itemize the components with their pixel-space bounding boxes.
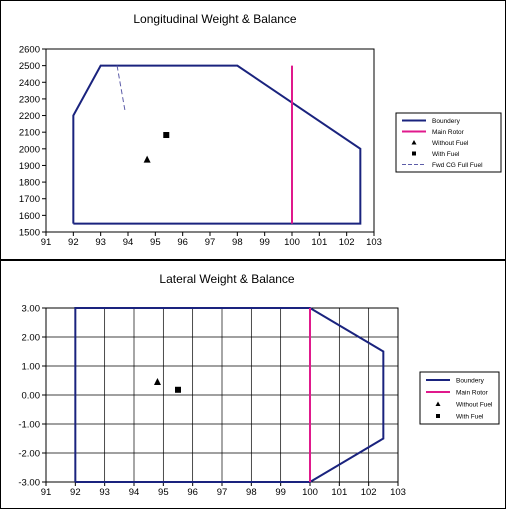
x-tick-label: 92 — [68, 237, 79, 248]
x-tick-label: 103 — [366, 237, 382, 248]
x-tick-label: 96 — [177, 237, 188, 248]
y-tick-label: 2.00 — [22, 333, 41, 344]
legend-label: With Fuel — [456, 414, 484, 421]
y-tick-label: -3.00 — [18, 478, 40, 489]
x-tick-label: 98 — [232, 237, 243, 248]
x-tick-label: 98 — [246, 487, 257, 498]
x-tick-label: 91 — [41, 237, 52, 248]
series-with-fuel-point — [163, 132, 170, 139]
y-tick-label: 2000 — [19, 144, 40, 155]
x-tick-label: 91 — [41, 487, 52, 498]
series-without-fuel-point — [153, 377, 161, 385]
x-tick-label: 100 — [284, 237, 300, 248]
legend-label: Main Rotor — [456, 390, 489, 397]
series-without-fuel-point — [143, 155, 151, 163]
legend-label: Fwd CG Full Fuel — [432, 162, 483, 169]
y-tick-label: 2100 — [19, 128, 40, 139]
legend-swatch — [411, 140, 417, 145]
y-tick-label: 2200 — [19, 111, 40, 122]
x-tick-label: 103 — [390, 487, 406, 498]
y-tick-label: -2.00 — [18, 449, 40, 460]
x-tick-label: 95 — [158, 487, 169, 498]
x-tick-label: 92 — [70, 487, 81, 498]
legend-swatch — [436, 414, 440, 418]
legend-swatch — [435, 401, 441, 406]
legend-label: Without Fuel — [456, 402, 493, 409]
x-tick-label: 99 — [259, 237, 270, 248]
y-tick-label: 1500 — [19, 228, 40, 239]
y-tick-label: 1600 — [19, 211, 40, 222]
lateral-chart: Lateral Weight & Balance 91 92 93 94 95 96 97 98… — [18, 272, 500, 498]
y-tick-label: 2600 — [19, 45, 40, 56]
x-tick-label: 94 — [129, 487, 140, 498]
chart-divider — [1, 259, 505, 261]
x-tick-label: 96 — [187, 487, 198, 498]
chart-title: Lateral Weight & Balance — [159, 272, 295, 286]
y-tick-label: 1.00 — [22, 362, 41, 373]
legend-label: Main Rotor — [432, 129, 465, 136]
longitudinal-chart: Longitudinal Weight & Balance 91 92 93 94 95 9… — [19, 12, 502, 248]
x-tick-label: 97 — [217, 487, 228, 498]
series-boundery-line — [72, 64, 362, 225]
series-with-fuel-point — [175, 386, 181, 393]
y-tick-label: 1900 — [19, 161, 40, 172]
x-tick-label: 99 — [275, 487, 286, 498]
chart-title: Longitudinal Weight & Balance — [133, 12, 297, 26]
x-tick-label: 93 — [95, 237, 106, 248]
legend-label: Boundery — [456, 378, 485, 385]
y-tick-label: 3.00 — [22, 304, 41, 315]
plot-area — [46, 49, 374, 232]
y-tick-label: 1700 — [19, 194, 40, 205]
y-tick-label: 2500 — [19, 61, 40, 72]
legend-label: With Fuel — [432, 151, 460, 158]
x-tick-label: 100 — [302, 487, 318, 498]
legend-swatch — [412, 151, 416, 156]
x-tick-label: 101 — [331, 487, 347, 498]
legend-box — [419, 371, 500, 425]
x-tick-label: 93 — [99, 487, 110, 498]
x-tick-label: 95 — [150, 237, 161, 248]
y-tick-label: 1800 — [19, 178, 40, 189]
x-tick-label: 102 — [361, 487, 377, 498]
x-tick-label: 94 — [123, 237, 134, 248]
x-tick-label: 101 — [311, 237, 327, 248]
x-tick-label: 102 — [339, 237, 355, 248]
legend-label: Without Fuel — [432, 140, 469, 147]
y-tick-label: 0.00 — [22, 391, 41, 402]
x-tick-label: 97 — [205, 237, 216, 248]
y-tick-label: -1.00 — [18, 420, 40, 431]
legend-label: Boundery — [432, 118, 461, 125]
y-tick-label: 2300 — [19, 94, 40, 105]
y-tick-label: 2400 — [19, 78, 40, 89]
